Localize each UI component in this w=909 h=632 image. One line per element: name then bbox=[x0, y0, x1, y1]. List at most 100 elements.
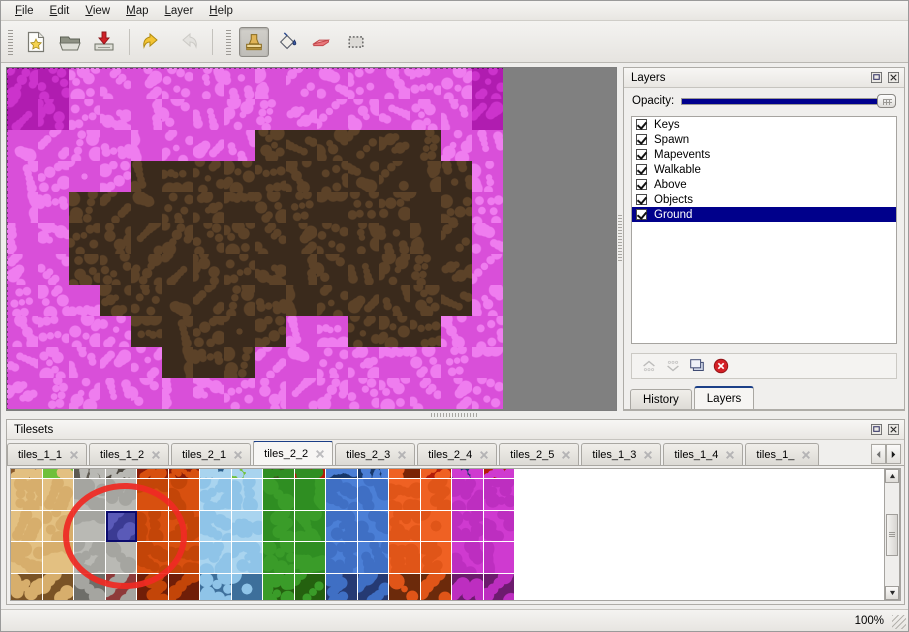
tileset-tile[interactable] bbox=[452, 469, 484, 479]
map-tile[interactable] bbox=[379, 223, 410, 254]
map-tile[interactable] bbox=[255, 285, 286, 316]
map-tile[interactable] bbox=[286, 254, 317, 285]
tileset-tile[interactable] bbox=[168, 510, 200, 542]
map-tile[interactable] bbox=[379, 192, 410, 223]
tileset-tile[interactable] bbox=[294, 510, 326, 542]
map-tile[interactable] bbox=[193, 192, 224, 223]
undock-icon[interactable] bbox=[869, 71, 883, 85]
tileset-tile[interactable] bbox=[483, 510, 515, 542]
tileset-tile[interactable] bbox=[326, 542, 358, 574]
map-tile[interactable] bbox=[100, 192, 131, 223]
redo-button[interactable] bbox=[172, 27, 202, 57]
layer-visibility-checkbox[interactable] bbox=[636, 209, 647, 220]
map-tile[interactable] bbox=[255, 161, 286, 192]
map-tile[interactable] bbox=[410, 161, 441, 192]
map-tile[interactable] bbox=[100, 130, 131, 161]
tileset-tile[interactable] bbox=[200, 479, 232, 511]
tileset-tile[interactable] bbox=[420, 510, 452, 542]
tileset-tab-close-icon[interactable] bbox=[315, 449, 325, 459]
tileset-tile[interactable] bbox=[357, 510, 389, 542]
tileset-tile[interactable] bbox=[452, 510, 484, 542]
tileset-tile[interactable] bbox=[389, 573, 421, 600]
map-tile[interactable] bbox=[38, 223, 69, 254]
tileset-tile[interactable] bbox=[231, 469, 263, 479]
map-tile[interactable] bbox=[100, 99, 131, 130]
map-tile[interactable] bbox=[410, 192, 441, 223]
tileset-tab-strip[interactable]: tiles_1_1 tiles_1_2 tiles_2_1 tiles_2_2 tile… bbox=[7, 441, 904, 466]
horizontal-splitter[interactable] bbox=[6, 411, 617, 419]
map-tile[interactable] bbox=[162, 161, 193, 192]
tileset-tile[interactable] bbox=[389, 479, 421, 511]
close-icon[interactable] bbox=[886, 423, 900, 437]
map-tile[interactable] bbox=[224, 378, 255, 409]
opacity-slider[interactable] bbox=[681, 93, 896, 109]
tileset-tile[interactable] bbox=[11, 573, 43, 600]
map-tile[interactable] bbox=[317, 285, 348, 316]
map-tile[interactable] bbox=[410, 99, 441, 130]
map-tile[interactable] bbox=[255, 99, 286, 130]
map-tile[interactable] bbox=[162, 378, 193, 409]
tileset-tab-tiles_2_3[interactable]: tiles_2_3 bbox=[335, 443, 416, 465]
tileset-tab-tiles_1_4[interactable]: tiles_1_4 bbox=[663, 443, 744, 465]
map-tile[interactable] bbox=[38, 316, 69, 347]
panel-tab-history[interactable]: History bbox=[630, 389, 692, 409]
map-tile[interactable] bbox=[255, 223, 286, 254]
menu-help[interactable]: Help bbox=[209, 4, 233, 17]
tileset-tile[interactable] bbox=[231, 510, 263, 542]
tileset-tab-close-icon[interactable] bbox=[69, 450, 79, 460]
map-tile[interactable] bbox=[7, 223, 38, 254]
tileset-tile[interactable] bbox=[74, 573, 106, 600]
map-tile[interactable] bbox=[162, 99, 193, 130]
tileset-tile[interactable] bbox=[200, 542, 232, 574]
map-tile[interactable] bbox=[255, 68, 286, 99]
tileset-tile[interactable] bbox=[231, 479, 263, 511]
tileset-tile[interactable] bbox=[168, 573, 200, 600]
map-tile[interactable] bbox=[286, 316, 317, 347]
tileset-tile[interactable] bbox=[11, 542, 43, 574]
tileset-tab-close-icon[interactable] bbox=[725, 450, 735, 460]
map-tile[interactable] bbox=[410, 223, 441, 254]
map-tile[interactable] bbox=[38, 68, 69, 99]
tileset-tab-tiles_2_5[interactable]: tiles_2_5 bbox=[499, 443, 580, 465]
map-tile[interactable] bbox=[38, 192, 69, 223]
tileset-tile[interactable] bbox=[483, 542, 515, 574]
map-tile[interactable] bbox=[286, 68, 317, 99]
map-tile[interactable] bbox=[472, 254, 503, 285]
map-tile[interactable] bbox=[69, 285, 100, 316]
map-tile[interactable] bbox=[441, 192, 472, 223]
map-tile[interactable] bbox=[472, 161, 503, 192]
menu-file[interactable]: File bbox=[15, 4, 34, 17]
tileset-tile[interactable] bbox=[294, 542, 326, 574]
tileset-tab-close-icon[interactable] bbox=[479, 450, 489, 460]
map-tile[interactable] bbox=[38, 378, 69, 409]
map-tile[interactable] bbox=[69, 316, 100, 347]
tileset-vertical-scrollbar[interactable] bbox=[884, 468, 900, 601]
map-tile[interactable] bbox=[100, 316, 131, 347]
tileset-tile[interactable] bbox=[11, 479, 43, 511]
layer-list[interactable]: Keys Spawn Mapevents Walkable Above Objects Gr… bbox=[631, 116, 897, 344]
map-tile[interactable] bbox=[100, 223, 131, 254]
map-tile[interactable] bbox=[348, 285, 379, 316]
save-map-button[interactable] bbox=[89, 27, 119, 57]
tileset-tile[interactable] bbox=[74, 542, 106, 574]
map-tile[interactable] bbox=[286, 192, 317, 223]
layer-row[interactable]: Mapevents bbox=[632, 147, 896, 162]
map-tile[interactable] bbox=[379, 254, 410, 285]
eraser-button[interactable] bbox=[307, 27, 337, 57]
tileset-tile[interactable] bbox=[483, 573, 515, 600]
tileset-tile[interactable] bbox=[389, 510, 421, 542]
map-tile[interactable] bbox=[131, 378, 162, 409]
tileset-tile[interactable] bbox=[420, 573, 452, 600]
tileset-tile[interactable] bbox=[11, 469, 43, 479]
map-tile[interactable] bbox=[317, 223, 348, 254]
map-tile[interactable] bbox=[317, 130, 348, 161]
map-tile[interactable] bbox=[348, 316, 379, 347]
tileset-tab-close-icon[interactable] bbox=[643, 450, 653, 460]
tileset-tab-tiles_1_[interactable]: tiles_1_ bbox=[745, 443, 820, 465]
map-tile[interactable] bbox=[286, 347, 317, 378]
map-tile[interactable] bbox=[255, 130, 286, 161]
layer-visibility-checkbox[interactable] bbox=[636, 179, 647, 190]
map-tile[interactable] bbox=[255, 254, 286, 285]
map-tile[interactable] bbox=[472, 99, 503, 130]
map-tile[interactable] bbox=[348, 161, 379, 192]
